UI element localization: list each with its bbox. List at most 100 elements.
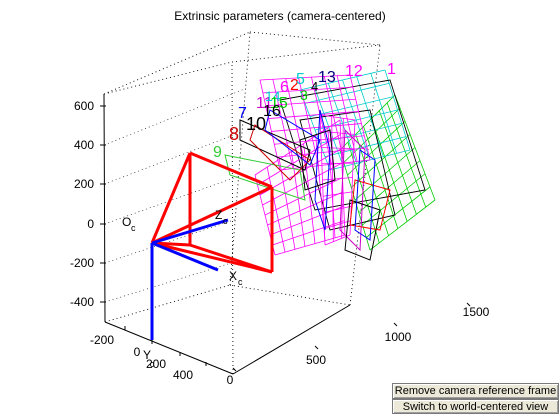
grid-line [104, 88, 246, 146]
plane-grid-line [304, 82, 390, 104]
camera-frame-ray [151, 241, 191, 247]
plane-outline [299, 109, 396, 231]
grid-line [103, 31, 251, 95]
camera-frame [150, 151, 274, 340]
tick-mark [393, 322, 398, 327]
plane-grid-line [311, 77, 332, 165]
plane-grid-line [322, 177, 353, 181]
y-tick-label: 500 [306, 353, 326, 367]
plane-label: 2 [290, 77, 299, 94]
plane-grid-line [323, 205, 352, 213]
x-tick-label: 200 [146, 357, 166, 371]
plane-grid-line [358, 160, 421, 213]
camera-axis-xc [151, 241, 219, 272]
plane-grid-line [324, 136, 406, 158]
plane-label: 13 [318, 69, 336, 86]
tick-mark [314, 345, 319, 350]
plane-grid-line [319, 114, 356, 121]
z-tick-label: -400 [70, 295, 94, 309]
axis-line [103, 93, 106, 323]
plane-grid-line [262, 86, 353, 94]
plane-outline [239, 119, 311, 171]
plane-label: 1 [387, 61, 396, 78]
plane-grid-line [259, 79, 281, 171]
plane-grid-line [279, 159, 371, 171]
plane-label: 3 [300, 87, 308, 103]
plane-label: 6 [280, 79, 289, 96]
plane-outline [314, 109, 331, 231]
plane-grid-line [259, 74, 351, 81]
origin-sub: c [131, 223, 136, 233]
grid-line [104, 131, 243, 185]
z-tick-label: 0 [87, 217, 94, 231]
grid-line [104, 284, 231, 323]
plane-grid-line [285, 78, 307, 168]
y-tick-label: 0 [227, 373, 234, 387]
plane-grid-line [321, 147, 354, 150]
grid-line [104, 219, 236, 264]
grid-line [231, 61, 234, 375]
y-tick-label: 1500 [463, 305, 490, 319]
plane-grid-line [350, 134, 411, 188]
grid-line [229, 284, 351, 306]
plane-grid-line [274, 234, 346, 256]
z-tick-label: 200 [74, 177, 94, 191]
plane-grid-line [349, 74, 371, 161]
plane-outline [344, 199, 381, 261]
plane-grid-line [272, 79, 294, 169]
camera-frame-ray [151, 185, 273, 245]
plane-label: 15 [270, 95, 288, 112]
plane-label: 11 [256, 95, 273, 112]
origin-label: O [122, 215, 131, 229]
figure-title: Extrinsic parameters (camera-centered) [174, 9, 386, 23]
plane-grid-line [321, 162, 354, 165]
grid-line [231, 44, 381, 63]
axis-letter-c: c [150, 359, 155, 369]
plane-grid-line [264, 177, 343, 216]
plane-outline [354, 149, 376, 241]
camera-axis-zc [151, 218, 229, 245]
x-tick-label: 0 [134, 345, 141, 359]
plane-outline [349, 179, 391, 231]
plane-label: 7 [238, 105, 247, 122]
plane-label: 10 [246, 114, 266, 134]
axis-letter-y: Y [143, 348, 151, 362]
plane-grid-line [267, 191, 344, 226]
x-tick-label: 400 [173, 368, 193, 382]
plane-outline [249, 124, 311, 181]
y-tick-label: 1000 [385, 330, 412, 344]
calibration-planes [224, 69, 436, 261]
axes-box [100, 31, 471, 375]
plane-grid-line [339, 94, 396, 151]
plane-label: 16 [263, 103, 281, 120]
remove-camera-frame-button[interactable]: Remove camera reference frame [392, 383, 559, 399]
camera-frame-ray [151, 241, 273, 274]
z-tick-label: 600 [74, 99, 94, 113]
plane-grid-line [369, 199, 436, 251]
plane-grid-line [347, 120, 406, 176]
plane-grid-line [272, 220, 345, 246]
z-tick-label: 400 [74, 138, 94, 152]
plane-outline [264, 109, 321, 166]
axis-line [232, 304, 351, 375]
plane-label: 4 [311, 79, 318, 94]
xc-label: X [229, 269, 237, 283]
plane-grid-line [299, 69, 386, 91]
plane-cyan-grid [299, 69, 411, 171]
plane-grid-line [324, 220, 351, 230]
switch-view-button[interactable]: Switch to world-centered view [392, 399, 559, 414]
zc-label: Z [215, 208, 222, 222]
grid-line [249, 31, 381, 46]
zc-sub: c [223, 216, 228, 226]
tick-mark [466, 302, 471, 307]
axis-line [104, 321, 234, 375]
tick-labels: 600 400 200 0 -200 -400 -200 0 200 400 0 500 1000 150… [70, 99, 490, 387]
plane-label: 9 [213, 144, 222, 161]
plane-label: 12 [345, 63, 363, 80]
plane-grid-line [265, 98, 356, 107]
plane-label: 14 [265, 88, 281, 104]
z-tick-label: -200 [70, 256, 94, 270]
camera-frame-edge [189, 151, 273, 189]
